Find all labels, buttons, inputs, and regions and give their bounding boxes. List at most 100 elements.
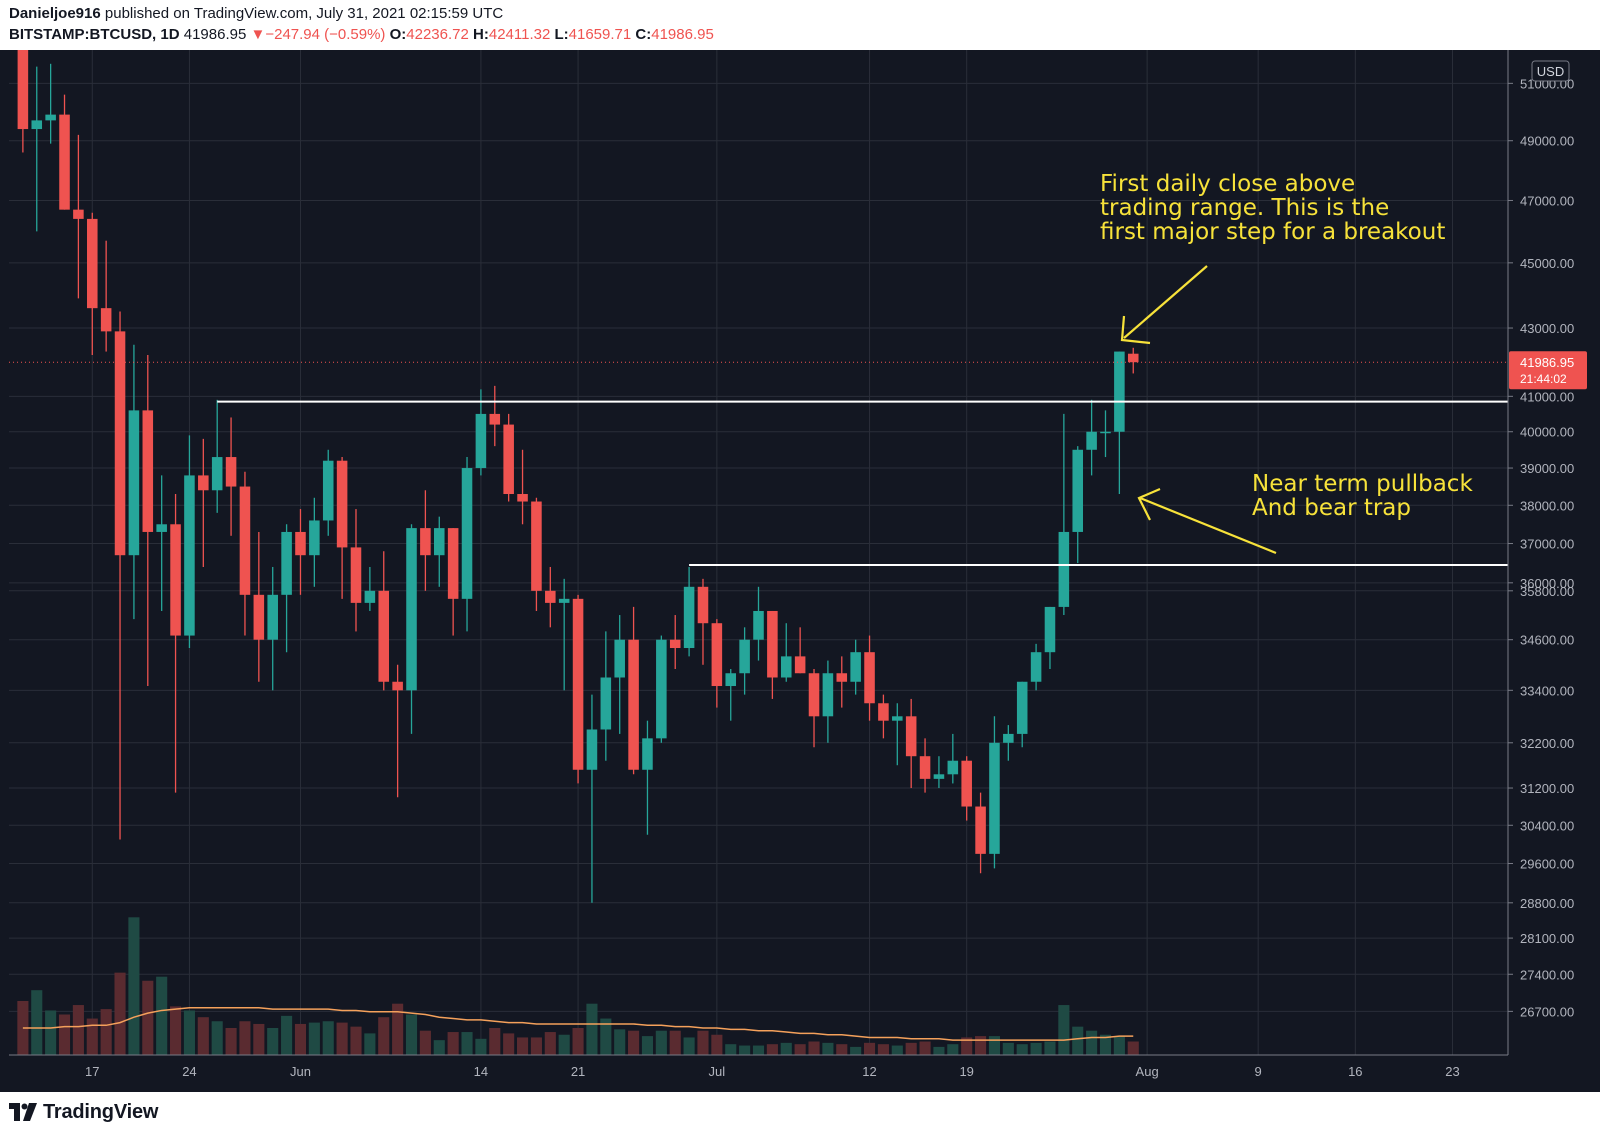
candle[interactable] (780, 623, 792, 682)
candle[interactable] (600, 631, 612, 761)
candle[interactable] (558, 578, 570, 691)
candlesticks[interactable] (17, 50, 1139, 903)
candle[interactable] (184, 435, 195, 649)
tradingview-logo[interactable]: TradingView (9, 1100, 158, 1124)
price-axis[interactable] (1508, 50, 1600, 1055)
candle[interactable] (531, 497, 542, 611)
candle[interactable] (1086, 399, 1097, 476)
candle[interactable] (156, 475, 167, 611)
currency-badge[interactable]: USD (1531, 60, 1570, 82)
candle[interactable] (836, 656, 848, 708)
candle[interactable] (225, 417, 237, 536)
candle[interactable] (433, 516, 445, 587)
candle[interactable] (683, 566, 695, 657)
candle[interactable] (961, 756, 972, 821)
candle[interactable] (1030, 643, 1042, 691)
candle[interactable] (656, 635, 667, 743)
candle[interactable] (322, 449, 334, 536)
candle[interactable] (73, 134, 84, 299)
volume-bar (86, 1018, 98, 1055)
annotation-arrows[interactable] (1120, 265, 1277, 555)
candle[interactable] (59, 94, 70, 210)
author-name[interactable]: Danieljoe916 (9, 5, 101, 22)
pullback-arrow-icon[interactable] (1137, 487, 1277, 555)
candle[interactable] (822, 660, 834, 743)
candle[interactable] (919, 738, 931, 793)
candle[interactable] (1044, 606, 1056, 670)
candle[interactable] (1016, 681, 1028, 748)
candle[interactable] (864, 635, 875, 721)
candle[interactable] (739, 627, 750, 695)
candle[interactable] (114, 311, 126, 840)
candle[interactable] (697, 578, 709, 665)
candle[interactable] (711, 619, 723, 708)
candle-body (350, 547, 362, 603)
candle[interactable] (461, 457, 473, 632)
symbol-label[interactable]: BITSTAMP:BTCUSD, 1D (9, 26, 180, 43)
candle[interactable] (628, 606, 639, 775)
candle[interactable] (309, 497, 320, 587)
candle[interactable] (475, 389, 487, 476)
candle[interactable] (586, 694, 598, 903)
candle[interactable] (239, 471, 251, 636)
candle[interactable] (850, 639, 861, 695)
candle[interactable] (517, 449, 528, 525)
horizontal-levels[interactable] (217, 400, 1508, 567)
candle[interactable] (1003, 725, 1014, 761)
candle[interactable] (767, 610, 778, 699)
candle[interactable] (975, 792, 986, 874)
candle[interactable] (933, 756, 945, 789)
candle[interactable] (503, 413, 514, 502)
candle[interactable] (253, 531, 265, 682)
candle[interactable] (170, 494, 181, 793)
candle[interactable] (1100, 410, 1111, 458)
candle[interactable] (1058, 413, 1070, 616)
candle[interactable] (295, 509, 306, 595)
volume-bar (225, 1028, 237, 1055)
candle[interactable] (281, 524, 292, 653)
candle[interactable] (31, 66, 43, 232)
candle[interactable] (808, 669, 820, 748)
candle[interactable] (364, 566, 376, 611)
pullback-annotation[interactable]: Near term pullback And bear trap (1252, 472, 1473, 520)
candle[interactable] (17, 50, 29, 153)
candle[interactable] (406, 524, 417, 734)
candle[interactable] (378, 551, 390, 691)
candle[interactable] (1127, 347, 1139, 374)
candle[interactable] (947, 733, 959, 784)
volume-bar (1099, 1034, 1112, 1055)
candle[interactable] (447, 528, 459, 636)
candle[interactable] (878, 694, 889, 739)
candle[interactable] (420, 490, 431, 591)
candle[interactable] (614, 615, 625, 734)
candle[interactable] (1114, 351, 1125, 495)
volume-bar (378, 1017, 390, 1055)
candle[interactable] (198, 438, 209, 567)
candle[interactable] (100, 240, 112, 352)
candle[interactable] (642, 720, 653, 835)
candle[interactable] (45, 63, 56, 144)
candle[interactable] (725, 669, 737, 721)
candle[interactable] (87, 212, 98, 355)
candle[interactable] (489, 385, 501, 447)
candle[interactable] (753, 586, 764, 661)
candle[interactable] (267, 566, 278, 691)
candle[interactable] (572, 594, 584, 784)
candle[interactable] (892, 703, 903, 766)
candle[interactable] (905, 698, 917, 789)
candle[interactable] (128, 344, 140, 620)
candle[interactable] (669, 615, 681, 670)
breakout-annotation[interactable]: First daily close above trading range. T… (1100, 172, 1445, 244)
candle[interactable] (336, 457, 348, 599)
candle[interactable] (545, 566, 556, 628)
time-axis[interactable] (9, 1055, 1508, 1092)
candle[interactable] (211, 399, 223, 513)
candle[interactable] (392, 664, 403, 798)
candle[interactable] (142, 354, 154, 687)
candle[interactable] (989, 716, 1000, 869)
candle[interactable] (1072, 446, 1084, 564)
candle[interactable] (350, 509, 362, 632)
breakout-arrow-icon[interactable] (1120, 265, 1208, 345)
candle[interactable] (794, 627, 806, 674)
